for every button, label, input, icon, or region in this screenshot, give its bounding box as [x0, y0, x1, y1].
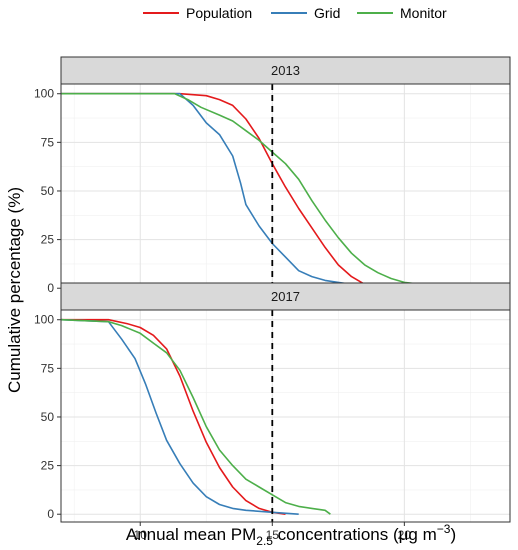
y-tick-label: 100	[34, 313, 54, 327]
legend-label-population: Population	[186, 5, 252, 21]
x-tick-label: 20	[398, 528, 412, 542]
legend-item-population: Population	[143, 5, 252, 21]
y-tick-label: 25	[41, 459, 55, 473]
x-axis-title: Annual mean PM2.5 concentrations (μg m−3…	[126, 522, 456, 548]
legend-item-monitor: Monitor	[357, 5, 447, 21]
y-tick-label: 25	[41, 233, 55, 247]
series-line-monitor-2017	[60, 318, 331, 515]
x-axis-title-sup: −3	[437, 522, 451, 536]
panel-2013: 2013 0 25 50 75 100	[34, 56, 511, 297]
x-axis-title-main: Annual mean PM	[126, 525, 256, 544]
x-axis-title-tail: concentrations (μg m	[273, 525, 437, 544]
strip-label-2017: 2017	[271, 289, 300, 304]
panels: 2013 0 25 50 75 100 2017 0 25 50 75 100 10 15 20	[34, 56, 511, 542]
plot-background-2017	[61, 310, 510, 522]
series-line-population-2017	[61, 318, 286, 515]
legend-label-monitor: Monitor	[400, 5, 447, 21]
plot-background-2013	[61, 84, 510, 296]
y-tick-label: 100	[34, 87, 54, 101]
y-tick-label: 0	[47, 507, 54, 521]
x-tick-label: 10	[134, 528, 148, 542]
x-tick-label: 15	[266, 528, 280, 542]
y-tick-label: 75	[41, 135, 55, 149]
strip-2017	[60, 282, 511, 311]
series-line-grid-2017	[60, 318, 299, 515]
panel-border-2017	[60, 309, 511, 523]
y-tick-label: 75	[41, 361, 55, 375]
legend-label-grid: Grid	[314, 5, 340, 21]
x-axis-title-sub: 2.5	[256, 534, 273, 548]
strip-2013	[60, 56, 511, 85]
y-axis-title: Cumulative percentage (%)	[5, 187, 24, 393]
x-axis-title-close: )	[450, 525, 456, 544]
panel-2017: 2017 0 25 50 75 100 10 15 20	[34, 282, 511, 542]
strip-label-2013: 2013	[271, 63, 300, 78]
y-tick-label: 50	[41, 184, 55, 198]
y-tick-label: 50	[41, 410, 55, 424]
series-line-monitor-2013	[61, 92, 497, 289]
legend: Population Grid Monitor	[143, 5, 447, 21]
y-tick-label: 0	[47, 281, 54, 295]
legend-item-grid: Grid	[271, 5, 340, 21]
